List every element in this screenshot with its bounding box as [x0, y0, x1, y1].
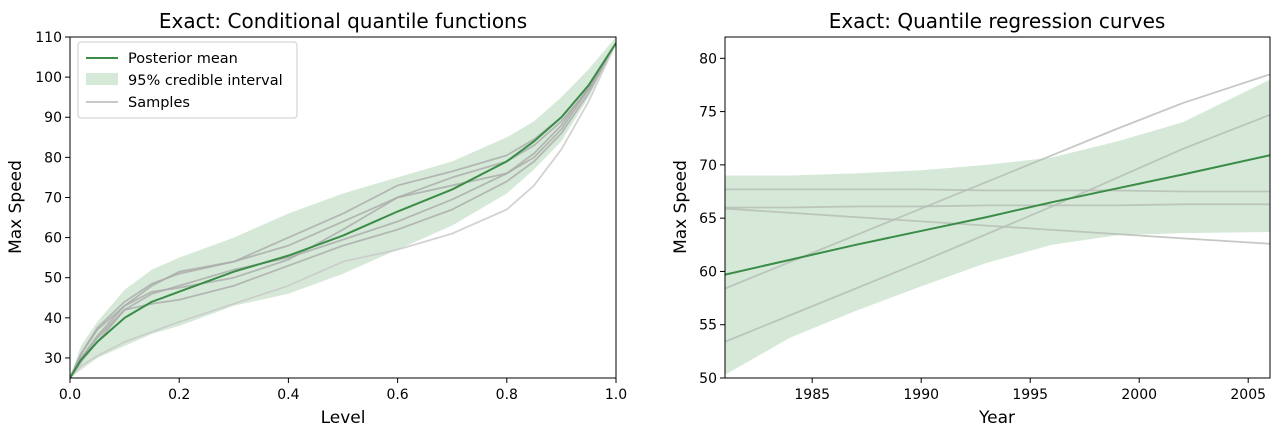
sample-line: [70, 42, 616, 378]
legend-patch-credible-interval: [86, 73, 118, 85]
ticks: 1985 1990 1995 2000 2005 50 55 60 65 70 75 80: [699, 51, 1266, 403]
panel-quantile-regression: 1985 1990 1995 2000 2005 50 55 60 65 70 75 80 Exact…: [671, 9, 1271, 428]
sample-line: [725, 207, 1270, 245]
y-tick-label: 60: [699, 264, 717, 280]
y-tick-label: 60: [44, 231, 62, 247]
y-axis-label: Max Speed: [671, 160, 691, 254]
x-tick-label: 1985: [794, 387, 830, 403]
legend-box: [77, 41, 298, 119]
sample-line: [725, 188, 1270, 193]
sample-line: [70, 42, 616, 378]
y-tick-label: 55: [699, 318, 717, 334]
sample-line: [70, 42, 616, 378]
legend-label-credible-interval: 95% credible interval: [128, 73, 283, 89]
legend: Posterior mean 95% credible interval Sam…: [77, 41, 298, 119]
x-tick-label: 1.0: [605, 387, 627, 403]
legend-label-posterior-mean: Posterior mean: [128, 51, 238, 67]
sample-line: [70, 42, 616, 378]
legend-label-samples: Samples: [128, 95, 190, 111]
y-tick-label: 90: [44, 110, 62, 126]
x-axis-label: Year: [978, 408, 1015, 428]
y-tick-label: 80: [44, 150, 62, 166]
plot-content: [70, 37, 616, 378]
y-tick-label: 40: [44, 311, 62, 327]
y-tick-label: 30: [44, 351, 62, 367]
y-tick-label: 110: [35, 30, 62, 46]
axes-frame: [724, 36, 1271, 379]
ticks: 0.0 0.2 0.4 0.6 0.8 1.0 30 40 50 60 70 80 90 100 110: [35, 30, 627, 403]
x-tick-label: 0.8: [496, 387, 518, 403]
sample-line: [725, 73, 1270, 290]
chart-title: Exact: Conditional quantile functions: [159, 9, 527, 33]
y-tick-label: 65: [699, 211, 717, 227]
y-tick-label: 100: [35, 70, 62, 86]
x-tick-label: 2005: [1230, 387, 1266, 403]
x-tick-label: 0.6: [386, 387, 408, 403]
panel-conditional-quantiles: 0.0 0.2 0.4 0.6 0.8 1.0 30 40 50 60 70 80 90 100 110 E…: [6, 9, 627, 428]
y-tick-label: 75: [699, 105, 717, 121]
plot-area: [725, 73, 1270, 375]
x-tick-label: 0.0: [59, 387, 81, 403]
plot-area: [70, 37, 616, 378]
sample-line: [725, 113, 1270, 343]
chart-title: Exact: Quantile regression curves: [829, 9, 1166, 33]
y-tick-label: 50: [699, 371, 717, 387]
x-tick-label: 1990: [903, 387, 939, 403]
x-tick-label: 1995: [1012, 387, 1048, 403]
y-tick-label: 80: [699, 51, 717, 67]
y-tick-label: 50: [44, 271, 62, 287]
posterior-mean-line: [725, 154, 1270, 276]
y-tick-label: 70: [44, 190, 62, 206]
y-tick-label: 70: [699, 158, 717, 174]
sample-line: [725, 203, 1270, 209]
posterior-mean-line: [70, 42, 616, 378]
x-tick-label: 2000: [1121, 387, 1157, 403]
x-axis-label: Level: [321, 408, 366, 428]
y-axis-label: Max Speed: [6, 160, 26, 254]
x-tick-label: 0.2: [168, 387, 190, 403]
plot-content: [725, 73, 1270, 375]
axes-frame: [69, 36, 617, 379]
x-tick-label: 0.4: [277, 387, 299, 403]
